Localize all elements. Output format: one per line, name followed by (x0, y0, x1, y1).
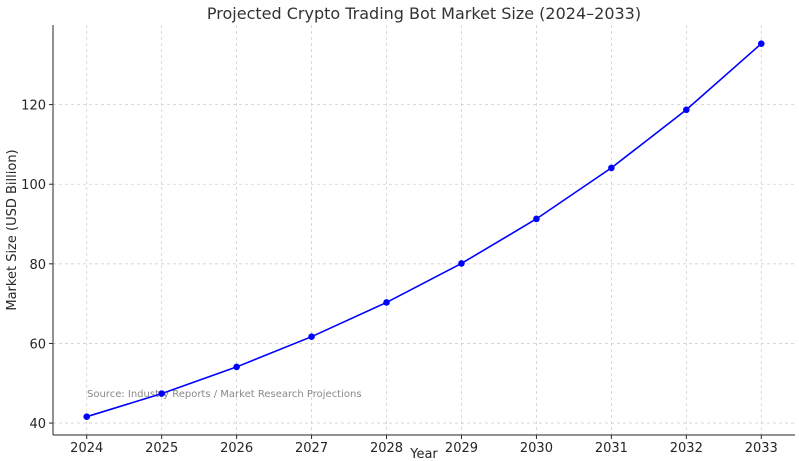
series-line (86, 43, 762, 418)
x-axis-label: Year (409, 447, 438, 461)
x-tick-label: 2025 (145, 441, 178, 456)
x-tick-label: 2029 (445, 441, 478, 456)
data-point (233, 363, 240, 371)
x-tick-label: 2024 (70, 441, 103, 456)
ticks: 2024 2025 2026 2027 2028 2029 2030 2031 2032 2033… (21, 99, 778, 456)
x-tick-label: 2031 (595, 441, 628, 456)
y-tick-label: 120 (21, 99, 46, 114)
x-tick-label: 2026 (220, 441, 253, 456)
chart-title: Projected Crypto Trading Bot Market Size… (207, 4, 641, 23)
data-point (533, 215, 540, 223)
x-tick-label: 2027 (295, 441, 328, 456)
y-axis-label: Market Size (USD Billion) (5, 149, 20, 310)
data-point (308, 333, 315, 340)
y-tick-label: 60 (29, 337, 46, 352)
grid (53, 25, 795, 435)
data-point (458, 260, 465, 267)
data-point (683, 106, 690, 114)
source-annotation: Source: Industry Reports / Market Resear… (87, 389, 362, 400)
y-tick-label: 80 (29, 258, 46, 273)
axes (52, 25, 795, 436)
x-tick-label: 2030 (520, 441, 553, 456)
data-point (383, 299, 390, 306)
data-point (757, 40, 765, 48)
x-tick-label: 2032 (670, 441, 703, 456)
y-tick-label: 100 (21, 178, 46, 193)
data-point (158, 390, 165, 397)
data-point (608, 164, 615, 172)
y-tick-label: 40 (29, 417, 46, 432)
x-tick-label: 2033 (745, 441, 778, 456)
x-tick-label: 2028 (370, 441, 403, 456)
series (83, 40, 765, 420)
data-point (83, 413, 91, 420)
